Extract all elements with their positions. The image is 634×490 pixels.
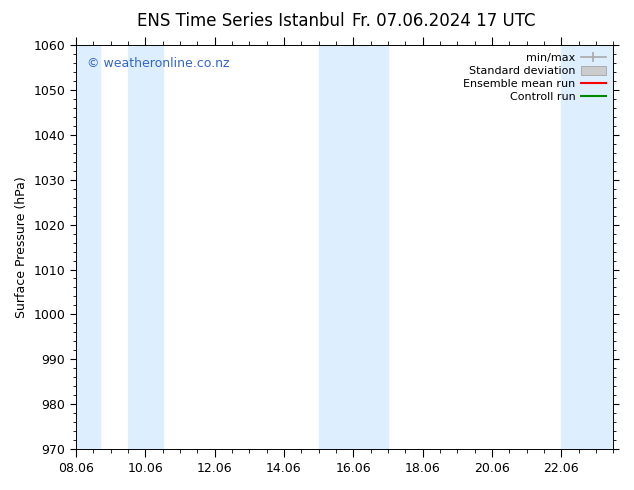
- Bar: [128, 46, 162, 449]
- Text: ENS Time Series Istanbul: ENS Time Series Istanbul: [137, 12, 345, 30]
- Y-axis label: Surface Pressure (hPa): Surface Pressure (hPa): [15, 176, 28, 318]
- Bar: [562, 46, 614, 449]
- Text: © weatheronline.co.nz: © weatheronline.co.nz: [87, 57, 229, 71]
- Bar: [76, 46, 100, 449]
- Legend: min/max, Standard deviation, Ensemble mean run, Controll run: min/max, Standard deviation, Ensemble me…: [461, 51, 608, 104]
- Bar: [319, 46, 388, 449]
- Text: Fr. 07.06.2024 17 UTC: Fr. 07.06.2024 17 UTC: [352, 12, 536, 30]
